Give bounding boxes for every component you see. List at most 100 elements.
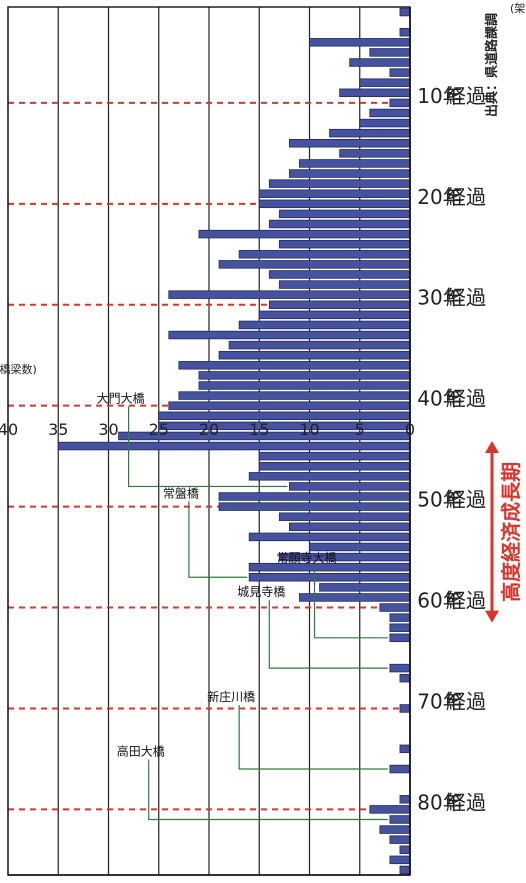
- period-label: 高度経済成長期: [499, 462, 523, 602]
- bar: [389, 613, 411, 622]
- bridge-callouts: 高田大橋 新庄川橋 城見寺橋 常願寺大橋 常盤橋 大門大橋: [97, 391, 388, 821]
- bar: [399, 795, 411, 804]
- bar: [288, 139, 411, 148]
- bar: [278, 512, 411, 521]
- elapsed-label-text: 経過: [446, 286, 486, 310]
- bar: [389, 68, 411, 77]
- bar: [278, 209, 411, 219]
- bar: [238, 320, 411, 330]
- bar: [369, 48, 411, 57]
- elapsed-label-years: 20年: [417, 185, 462, 209]
- y-tick-label: 25: [149, 420, 169, 439]
- bar: [389, 633, 411, 643]
- bar: [258, 310, 411, 320]
- elapsed-label-years: 80年: [417, 790, 462, 814]
- bar: [178, 361, 411, 370]
- bar: [309, 38, 411, 47]
- elapsed-label-text: 経過: [446, 589, 486, 613]
- bar: [168, 330, 411, 340]
- bar: [399, 865, 411, 875]
- bar: [198, 229, 411, 239]
- tick-labels: 0510152025303540(橋梁数)80年経過70年経過60年経過50年経…: [0, 84, 486, 815]
- bar: [389, 623, 411, 632]
- bar: [399, 704, 411, 713]
- bar: [399, 744, 411, 754]
- y-tick-label: 10: [299, 420, 319, 439]
- period-annotation: 高度経済成長期: [485, 441, 523, 623]
- bar: [258, 199, 411, 209]
- bar: [158, 411, 411, 421]
- elapsed-label-years: 40年: [417, 387, 462, 411]
- bar: [258, 461, 411, 471]
- bridge-name: 高田大橋: [117, 743, 165, 758]
- bar: [57, 441, 411, 451]
- bar: [359, 118, 411, 128]
- bar: [288, 522, 411, 532]
- bar: [218, 350, 411, 360]
- bar: [389, 855, 411, 865]
- axes: [7, 6, 411, 876]
- y-tick-label: 35: [48, 420, 68, 439]
- bar: [379, 603, 411, 612]
- callout-leader: [313, 565, 388, 639]
- callout-leader: [188, 501, 248, 578]
- y-tick-label: 40: [0, 420, 18, 439]
- bar: [248, 532, 411, 542]
- callout-leader: [148, 759, 388, 821]
- bar: [268, 270, 411, 279]
- bar: [228, 340, 411, 350]
- bar: [288, 169, 411, 178]
- bar: [218, 260, 411, 269]
- elapsed-label-years: 70年: [417, 689, 462, 713]
- bar: [319, 583, 411, 592]
- period-arrow-head-left: [485, 610, 499, 623]
- note-setup-year: (架設年次: [510, 1, 526, 15]
- bridge-name: 常盤橋: [163, 486, 199, 500]
- bar: [218, 502, 411, 511]
- bridge-name: 常願寺大橋: [277, 551, 337, 565]
- bar: [389, 663, 411, 673]
- bar: [238, 250, 411, 259]
- elapsed-label-text: 経過: [446, 790, 486, 814]
- bar: [369, 805, 411, 814]
- notes: (架設年次出典：県道路課調: [484, 1, 526, 117]
- bar: [299, 159, 411, 168]
- bar-series: [57, 7, 411, 875]
- y-axis-label: (橋梁数): [0, 362, 37, 376]
- bar: [389, 835, 411, 844]
- bar: [349, 58, 411, 67]
- plot-frame: [7, 6, 411, 876]
- bar: [248, 573, 411, 582]
- bridge-name: 新庄川橋: [207, 689, 255, 704]
- elapsed-label-text: 経過: [446, 387, 486, 411]
- y-tick-label: 30: [98, 420, 118, 439]
- bar: [258, 451, 411, 461]
- elapsed-label-text: 経過: [446, 689, 486, 713]
- elapsed-label-text: 経過: [446, 488, 486, 512]
- bar: [178, 391, 411, 400]
- bar: [158, 421, 411, 431]
- bar: [369, 108, 411, 118]
- bar: [168, 401, 411, 410]
- bridge-name: 大門大橋: [97, 391, 145, 405]
- bar: [389, 764, 411, 774]
- y-tick-label: 0: [405, 420, 415, 439]
- y-tick-label: 15: [249, 420, 269, 439]
- bar: [268, 219, 411, 229]
- elapsed-label-years: 10年: [417, 84, 462, 108]
- bar: [278, 280, 411, 289]
- bar: [218, 492, 411, 501]
- elapsed-label-years: 60年: [417, 589, 462, 613]
- elapsed-label-text: 経過: [446, 84, 486, 108]
- bar: [399, 845, 411, 855]
- bar: [198, 371, 411, 380]
- bar: [258, 189, 411, 198]
- bar: [198, 381, 411, 390]
- bar: [339, 88, 411, 98]
- bar: [399, 673, 411, 683]
- bar: [268, 300, 411, 309]
- bar: [278, 239, 411, 249]
